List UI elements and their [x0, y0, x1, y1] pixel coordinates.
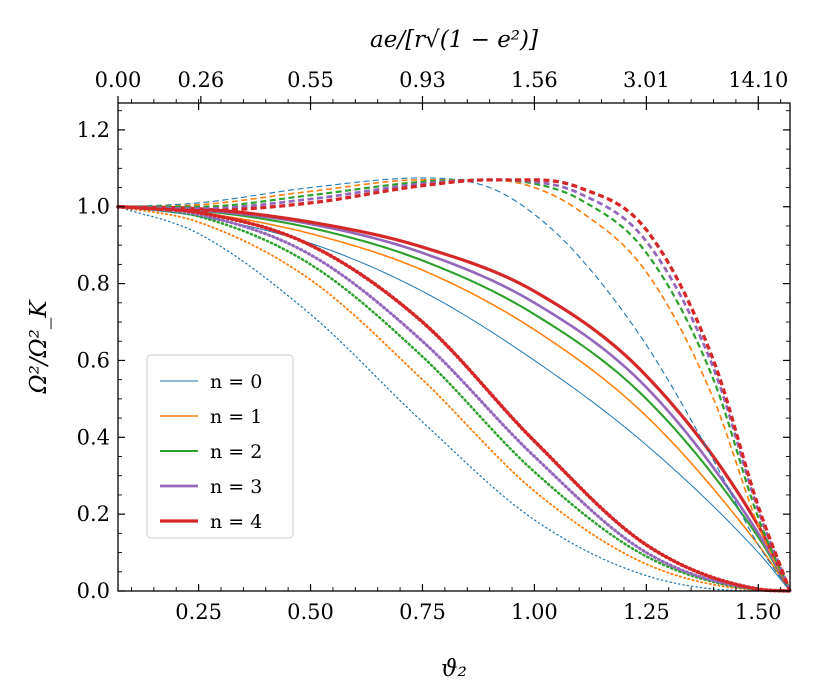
- y-axis-label: Ω²/Ω²_K: [26, 299, 52, 395]
- top-tick-label: 0.55: [287, 68, 334, 92]
- legend-label: n = 4: [210, 511, 262, 533]
- series-n4-dotted: [116, 204, 792, 593]
- legend-label: n = 3: [210, 476, 262, 498]
- x-tick-label: 0.75: [399, 600, 446, 624]
- legend-label: n = 1: [210, 406, 262, 428]
- y-tick-label: 0.8: [77, 272, 110, 296]
- y-tick-label: 0.6: [77, 348, 110, 372]
- series-n3-dashed: [117, 178, 792, 592]
- ticks-layer: [117, 96, 790, 592]
- legend-label: n = 2: [210, 441, 262, 463]
- top-axis-label: ae/[r√(1 − e²)]: [370, 27, 538, 53]
- top-tick-label: 14.10: [728, 68, 788, 92]
- x-axis-label: ϑ₂: [441, 656, 467, 682]
- x-tick-label: 1.25: [623, 600, 670, 624]
- y-tick-label: 0.0: [77, 579, 110, 603]
- y-tick-label: 1.2: [77, 118, 110, 142]
- axes-frame: [117, 102, 791, 592]
- x-tick-label: 1.00: [511, 600, 558, 624]
- top-tick-label: 0.93: [399, 68, 446, 92]
- top-tick-label: 0.26: [177, 68, 224, 92]
- y-tick-label: 1.0: [77, 195, 110, 219]
- top-tick-label: 3.01: [623, 68, 670, 92]
- series-n2-dotted: [116, 205, 792, 593]
- legend-label: n = 0: [210, 371, 262, 393]
- tick-labels: 0.25 0.50 0.75 1.00 1.25 1.50 0.0 0.2 0.4 0.6 0.8 1…: [77, 68, 789, 624]
- legend-entries: n = 0 n = 1 n = 2 n = 3 n = 4: [160, 371, 262, 533]
- legend-box: [146, 354, 294, 539]
- x-tick-label: 0.50: [287, 600, 334, 624]
- series-n0-dashed: [117, 177, 791, 592]
- top-tick-label: 0.00: [95, 68, 142, 92]
- series-n4-dashed: [117, 178, 792, 592]
- x-tick-label: 0.25: [175, 600, 222, 624]
- series-n1-dashed: [117, 179, 791, 592]
- y-tick-label: 0.2: [77, 502, 110, 526]
- legend: n = 0 n = 1 n = 2 n = 3 n = 4: [146, 354, 294, 539]
- y-tick-label: 0.4: [77, 425, 110, 449]
- series-n2-dashed: [118, 178, 792, 592]
- top-tick-label: 1.56: [511, 68, 558, 92]
- plot-area: [116, 96, 792, 593]
- x-tick-label: 1.50: [735, 600, 782, 624]
